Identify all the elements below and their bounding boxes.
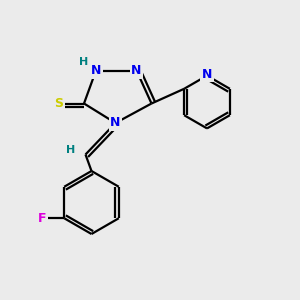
Text: N: N [202,68,212,81]
Text: N: N [131,64,142,77]
Text: H: H [66,145,75,155]
Text: S: S [54,97,63,110]
Text: N: N [91,64,101,77]
Text: H: H [79,57,88,67]
Text: F: F [38,212,46,225]
Text: N: N [110,116,121,130]
